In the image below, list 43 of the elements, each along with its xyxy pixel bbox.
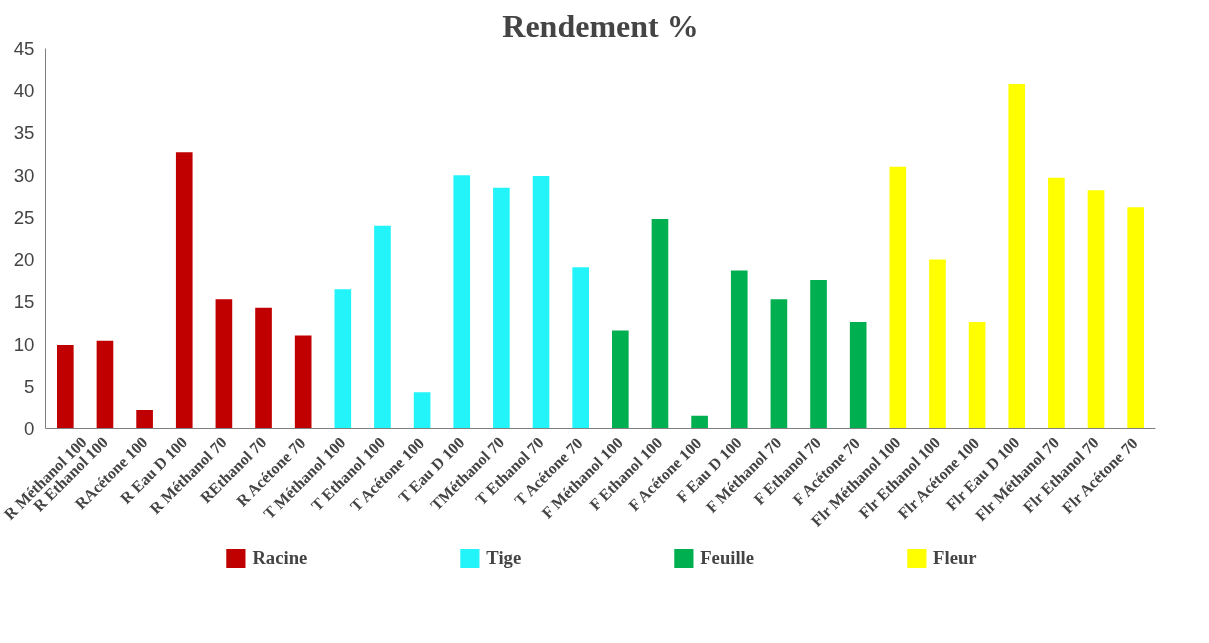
bar bbox=[572, 267, 589, 429]
bar bbox=[413, 392, 431, 429]
bar bbox=[770, 299, 788, 429]
bar bbox=[96, 340, 114, 429]
y-tick-label: 45 bbox=[13, 38, 35, 59]
y-tick-label: 40 bbox=[13, 80, 35, 102]
y-tick-label: 15 bbox=[13, 291, 35, 313]
bar bbox=[175, 152, 193, 429]
bar bbox=[849, 322, 867, 429]
bar bbox=[532, 176, 550, 429]
chart-title: Rendement % bbox=[502, 7, 699, 44]
bar bbox=[968, 322, 986, 429]
bar bbox=[294, 335, 312, 429]
bar bbox=[255, 307, 272, 429]
bar bbox=[810, 279, 827, 429]
y-tick-label: 10 bbox=[13, 333, 35, 355]
bar bbox=[215, 299, 233, 429]
bar bbox=[691, 415, 708, 429]
bar bbox=[493, 187, 510, 429]
legend-label: Fleur bbox=[933, 547, 977, 569]
y-tick-label: 0 bbox=[24, 418, 35, 439]
bar bbox=[929, 259, 946, 429]
legend-label: Racine bbox=[252, 547, 308, 569]
legend-label: Feuille bbox=[700, 547, 755, 569]
bar bbox=[1127, 207, 1144, 429]
y-tick-label: 20 bbox=[13, 249, 35, 271]
bar bbox=[1087, 190, 1105, 429]
y-tick-label: 30 bbox=[13, 164, 35, 186]
bar bbox=[136, 409, 153, 429]
y-tick-label: 25 bbox=[13, 206, 35, 228]
y-tick-label: 35 bbox=[13, 122, 35, 144]
legend-label: Tige bbox=[486, 547, 522, 569]
bar bbox=[1048, 177, 1065, 429]
bar bbox=[57, 344, 74, 429]
bar bbox=[374, 225, 391, 429]
bar bbox=[453, 175, 471, 429]
bar bbox=[612, 330, 629, 429]
bar bbox=[334, 289, 352, 429]
y-tick-label: 5 bbox=[24, 375, 35, 397]
bar bbox=[1008, 83, 1026, 429]
bar bbox=[651, 219, 669, 429]
bar bbox=[730, 270, 748, 429]
bar bbox=[889, 166, 907, 429]
